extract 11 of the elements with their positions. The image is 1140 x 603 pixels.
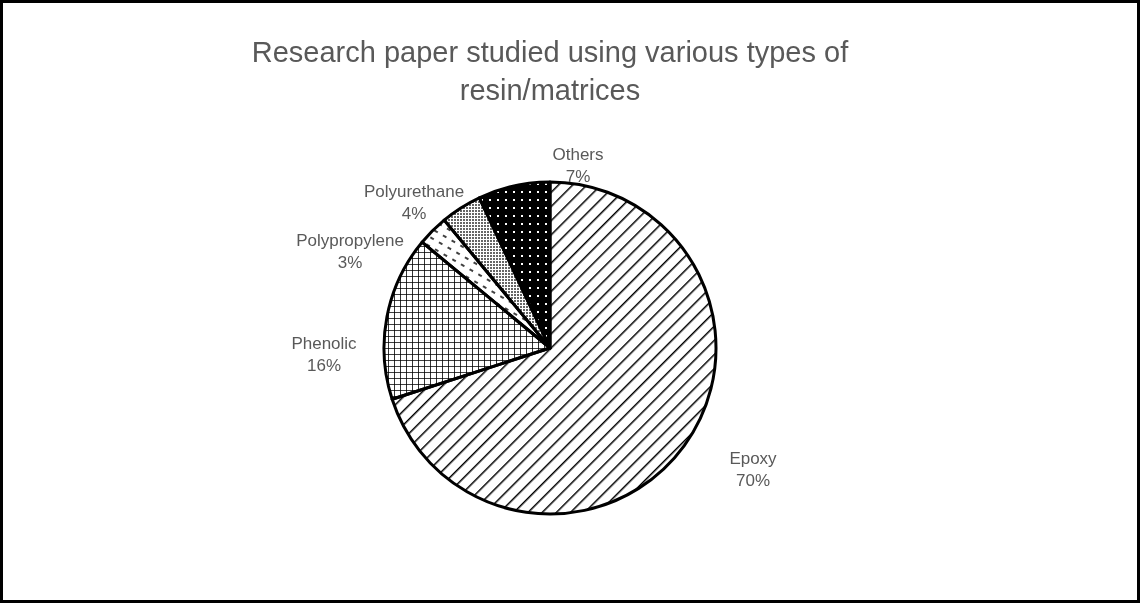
- slice-label: Phenolic: [291, 334, 358, 353]
- slice-label: Epoxy: [729, 449, 778, 468]
- slice-label: Polyurethane: [363, 182, 465, 201]
- data-label: 70%: [735, 471, 771, 490]
- data-label: 7%: [565, 167, 591, 186]
- slice-label: Others: [552, 145, 604, 164]
- data-label: 3%: [337, 253, 363, 272]
- data-label: 16%: [306, 356, 342, 375]
- chart-title: Research paper studied using various types of resin/matrices: [251, 36, 850, 106]
- data-label: 4%: [401, 204, 427, 223]
- slice-label: Polypropylene: [296, 231, 404, 250]
